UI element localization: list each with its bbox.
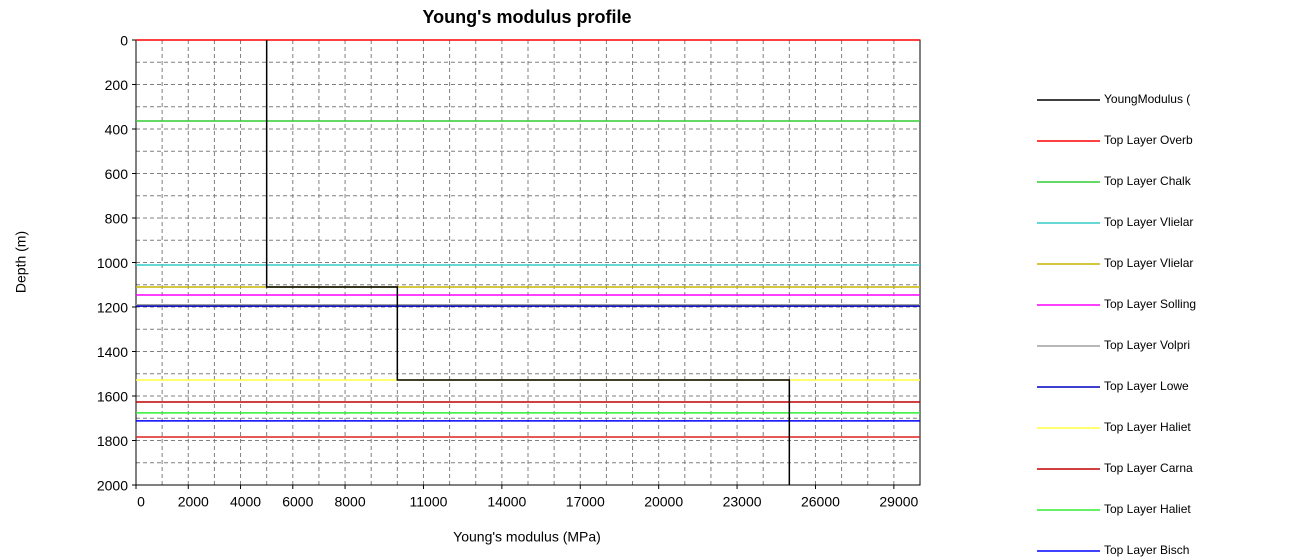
- legend-label: Top Layer Solling: [1104, 297, 1196, 311]
- x-tick-label: 29000: [879, 494, 918, 510]
- legend-label: Top Layer Vlielar: [1104, 215, 1193, 229]
- legend-label: Top Layer Overb: [1104, 133, 1193, 147]
- y-tick-label: 1600: [97, 389, 128, 405]
- x-tick-label: 2000: [178, 494, 209, 510]
- legend-label: Top Layer Bisch: [1104, 543, 1189, 557]
- x-tick-label: 6000: [282, 494, 313, 510]
- legend-label: Top Layer Carna: [1104, 461, 1193, 475]
- y-tick-label: 1800: [97, 433, 128, 449]
- x-tick-label: 26000: [801, 494, 840, 510]
- y-tick-label: 400: [105, 122, 129, 138]
- legend-label: Top Layer Vlielar: [1104, 256, 1193, 270]
- legend-label: Top Layer Chalk: [1104, 174, 1192, 188]
- legend-label: Top Layer Volpri: [1104, 338, 1190, 352]
- legend-label: Top Layer Lowe: [1104, 379, 1189, 393]
- x-tick-label: 0: [137, 494, 145, 510]
- y-tick-label: 1200: [97, 300, 128, 316]
- x-tick-label: 8000: [334, 494, 365, 510]
- y-tick-label: 200: [105, 77, 129, 93]
- y-tick-label: 0: [120, 33, 128, 49]
- series-line: [265, 40, 791, 485]
- y-axis-title: Depth (m): [13, 231, 29, 293]
- legend-label: Top Layer Haliet: [1104, 502, 1191, 516]
- y-tick-label: 800: [105, 211, 129, 227]
- y-tick-label: 2000: [97, 478, 128, 494]
- x-tick-label: 4000: [230, 494, 261, 510]
- legend: YoungModulus ( Top Layer Overb Top Layer C…: [1104, 92, 1196, 557]
- y-tick-label: 1400: [97, 344, 128, 360]
- x-axis-title: Young's modulus (MPa): [453, 529, 601, 545]
- x-tick-label: 14000: [487, 494, 526, 510]
- x-tick-label: 17000: [566, 494, 605, 510]
- legend-label: YoungModulus (: [1104, 92, 1190, 106]
- x-tick-label: 11000: [410, 494, 448, 510]
- y-tick-label: 1000: [97, 255, 128, 271]
- chart-title: Young's modulus profile: [423, 7, 632, 27]
- legend-label: Top Layer Haliet: [1104, 420, 1191, 434]
- x-tick-label: 20000: [644, 494, 683, 510]
- y-tick-label: 600: [105, 166, 129, 182]
- x-tick-label: 23000: [723, 494, 762, 510]
